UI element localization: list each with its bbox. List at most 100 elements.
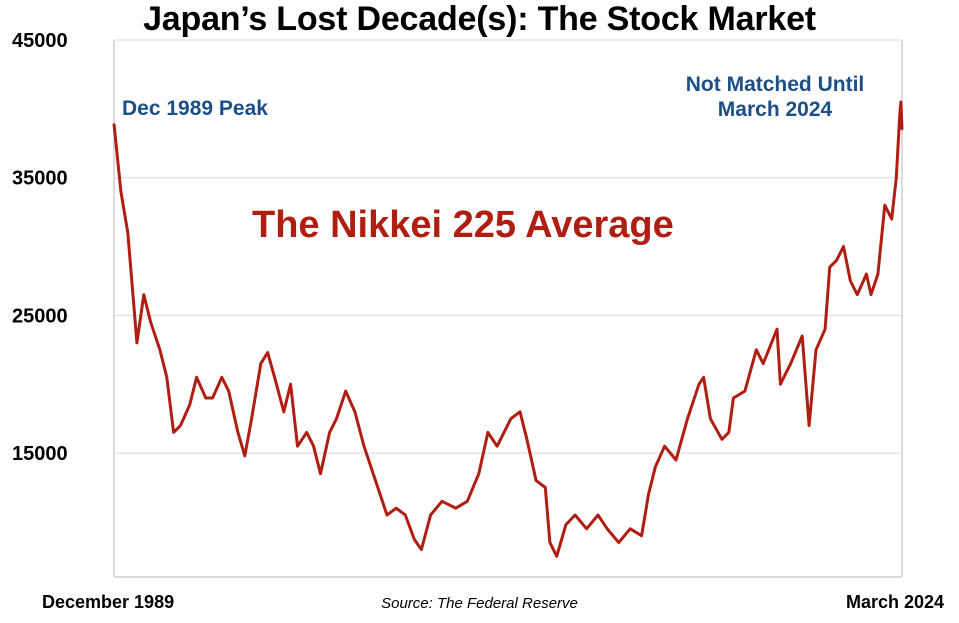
data-point [808,424,810,427]
data-point [675,459,677,461]
data-point [835,259,838,262]
y-tick-label: 35000 [12,168,68,190]
data-point [842,245,845,248]
data-point [220,376,223,379]
data-point [815,348,817,351]
data-point [585,527,588,530]
data-point [732,397,735,399]
data-point [535,479,538,482]
y-tick-label: 45000 [12,30,68,52]
data-point [779,383,782,386]
data-point [404,514,407,516]
data-point [149,321,152,324]
peak-annotation: Dec 1989 Peak [122,96,268,121]
data-point [727,431,730,434]
data-point [386,514,388,516]
data-point [363,445,365,448]
data-point [395,507,398,510]
data-point [647,493,650,496]
data-point [236,431,239,434]
data-point [629,527,632,530]
data-point [136,342,138,344]
data-point [319,472,322,475]
source-note: Source: The Federal Reserve [381,595,578,612]
data-point [344,390,347,393]
data-point [289,383,292,386]
peak-annotation-text: Dec 1989 Peak [122,97,268,120]
data-point [698,383,700,386]
data-point [901,128,903,131]
data-point [413,538,416,541]
data-point [883,204,886,207]
data-point [420,548,423,551]
data-point [466,500,469,503]
data-point [654,465,657,468]
y-axis-ticks: 15000 25000 35000 45000 [12,30,68,465]
data-point [266,351,269,354]
data-point [165,376,168,379]
data-point [496,445,499,448]
data-point [142,293,145,296]
data-point [899,101,902,103]
data-point [259,362,262,365]
data-point [865,273,868,275]
data-point [172,431,175,434]
data-point [828,266,831,269]
data-point [195,376,198,379]
x-end-label: March 2024 [846,592,945,612]
data-point [126,231,129,234]
data-point [526,438,528,441]
data-point [353,410,356,413]
data-point [273,376,276,379]
data-point [179,424,182,427]
data-point [211,397,214,399]
series-points [113,101,903,558]
data-point [849,280,852,282]
data-point [870,293,872,296]
data-point [477,472,480,475]
data-point [429,514,432,516]
data-point [487,431,489,434]
recent-annotation-line2: March 2024 [717,98,833,121]
nikkei-series-line [112,100,904,558]
data-point [243,454,246,457]
data-point [454,507,457,510]
data-point [686,417,689,420]
data-point [188,403,191,406]
data-point [227,390,230,393]
data-point [250,417,253,420]
data-point [789,362,792,365]
data-point [296,445,299,448]
data-point [895,176,898,179]
data-point [898,114,901,117]
data-point [617,541,620,544]
data-point [335,417,338,420]
data-point [305,431,308,434]
data-point [824,328,827,331]
data-point [312,445,315,448]
data-point [158,348,161,351]
data-point [204,397,207,399]
data-point [721,438,723,441]
data-point [709,417,712,420]
y-tick-label: 25000 [12,305,68,327]
data-point [640,534,643,537]
data-point [743,390,746,393]
data-point [113,123,115,125]
data-point [519,410,521,413]
data-point [606,527,609,530]
chart-title: Japan’s Lost Decade(s): The Stock Market [143,0,816,38]
data-point [441,500,443,503]
data-point [801,335,804,337]
series-label: The Nikkei 225 Average [252,204,674,246]
data-point [702,376,705,379]
data-point [776,328,778,331]
recent-annotation-line1: Not Matched Until [685,73,865,96]
data-point [856,293,859,296]
data-point [119,190,122,193]
data-point [755,348,758,351]
data-point [328,431,331,434]
recent-annotation: Not Matched Until March 2024 [660,72,890,122]
data-point [544,486,547,489]
